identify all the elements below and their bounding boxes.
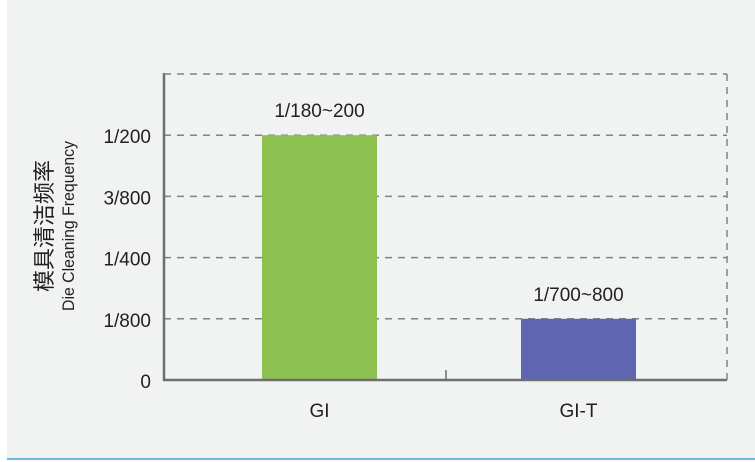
y-tick-label: 1/800 [103,311,151,332]
y-tick-label: 0 [140,372,151,393]
y-axis-label: Die Cleaning Frequency [59,141,78,311]
x-tick-label: GI-T [560,401,598,422]
y-tick-label: 1/200 [103,127,151,148]
chart-panel [7,0,755,460]
data-label: 1/180~200 [274,101,364,122]
y-tick-label: 1/400 [103,250,151,271]
data-label: 1/700~800 [533,285,623,306]
bar-gi [262,135,377,380]
x-tick-label: GI [309,401,329,422]
bar-gi-t [521,318,636,380]
y-axis-label-cn: 模具清洁频率 [32,160,57,292]
y-tick-label: 3/800 [103,188,151,209]
